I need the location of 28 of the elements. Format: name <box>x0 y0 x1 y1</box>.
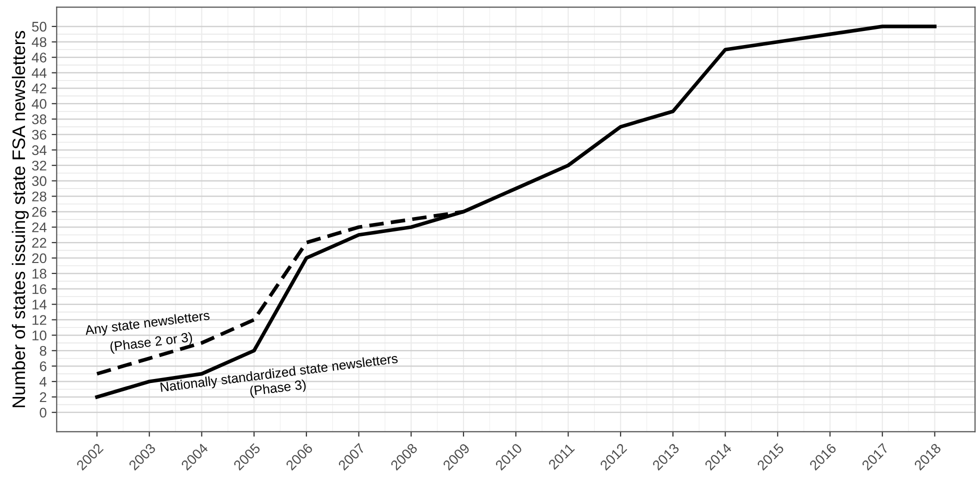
y-tick-label: 46 <box>32 52 46 62</box>
y-tick-label: 8 <box>40 346 46 356</box>
y-tick-label: 32 <box>32 160 46 171</box>
y-tick-label: 4 <box>40 376 47 387</box>
annotation: (Phase 2 or 3) <box>110 332 193 354</box>
y-tick-label: 10 <box>32 330 46 340</box>
y-tick-label: 2 <box>40 392 46 402</box>
y-tick-label: 6 <box>40 361 46 372</box>
y-tick-label: 48 <box>32 37 46 48</box>
y-tick-label: 18 <box>32 268 46 279</box>
y-tick-label: 50 <box>32 22 46 32</box>
y-tick-label: 40 <box>32 98 46 109</box>
y-tick-label: 30 <box>32 176 46 186</box>
y-tick-label: 42 <box>32 84 46 94</box>
y-axis-title: Number of states issuing state FSA newsletters <box>12 30 29 408</box>
y-tick-label: 20 <box>32 253 46 264</box>
y-tick-label: 44 <box>32 68 47 78</box>
y-tick-label: 34 <box>32 145 47 156</box>
y-tick-label: 28 <box>32 192 46 202</box>
y-tick-label: 36 <box>32 130 46 140</box>
y-tick-label: 16 <box>32 284 46 294</box>
y-tick-label: 38 <box>32 114 46 124</box>
y-tick-label: 0 <box>40 408 46 418</box>
y-tick-label: 12 <box>32 315 46 325</box>
y-tick-label: 22 <box>32 238 46 248</box>
y-tick-label: 14 <box>32 300 47 310</box>
y-tick-label: 24 <box>32 222 47 232</box>
y-tick-label: 26 <box>32 207 46 217</box>
